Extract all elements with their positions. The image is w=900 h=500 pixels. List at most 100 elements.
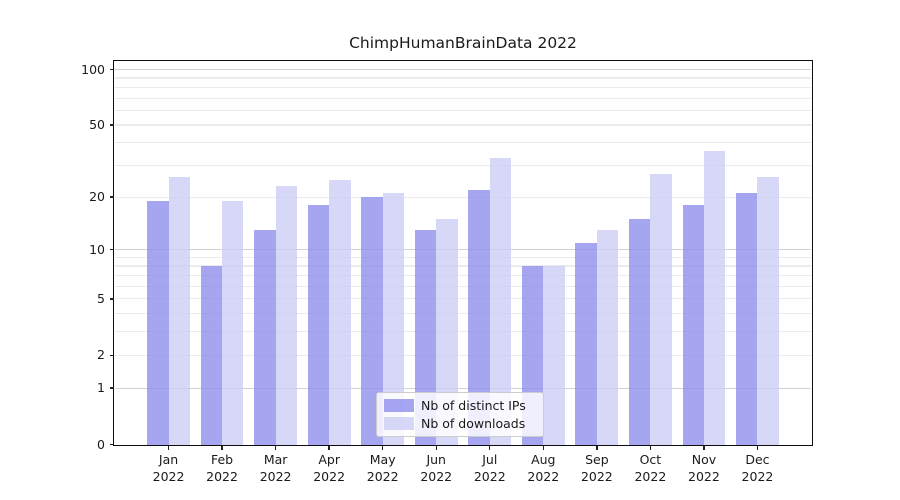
x-tick-mark	[381, 446, 384, 450]
legend-swatch-distinct-ips	[384, 399, 414, 412]
y-tick-label: 5	[97, 290, 105, 306]
y-tick-label: 2	[97, 347, 105, 363]
x-tick-label-nov: Nov 2022	[669, 452, 739, 485]
bar-downloads-may	[382, 193, 405, 445]
minor-gridline	[115, 313, 811, 315]
x-tick-mark	[596, 446, 598, 450]
bar-distinct-ips-jul	[468, 189, 490, 445]
y-tick-label: 0	[97, 436, 105, 452]
x-tick-year: 2022	[313, 468, 346, 484]
x-tick-mark	[489, 446, 491, 450]
x-tick-label-apr: Apr 2022	[294, 452, 364, 485]
minor-gridline	[115, 285, 811, 287]
legend-label-downloads: Nb of downloads	[421, 416, 526, 431]
x-tick-mark	[435, 446, 437, 450]
bar-distinct-ips-nov	[682, 205, 704, 445]
minor-gridline	[115, 265, 811, 267]
bar-distinct-ips-jan	[147, 201, 169, 445]
bar-distinct-ips-sep	[575, 242, 597, 445]
bar-distinct-ips-apr	[307, 205, 330, 445]
y-tick-mark	[110, 196, 114, 198]
bar-distinct-ips-may	[361, 197, 383, 445]
x-tick-label-mar: Mar 2022	[241, 452, 311, 485]
x-tick-month: Mar	[263, 452, 288, 467]
legend-label-distinct-ips: Nb of distinct IPs	[421, 398, 526, 413]
major-gridline	[115, 68, 811, 71]
x-tick-year: 2022	[259, 468, 292, 484]
bar-distinct-ips-jun	[414, 230, 437, 445]
y-tick-mark	[110, 354, 114, 356]
x-tick-mark	[756, 446, 759, 450]
x-tick-month: May	[369, 452, 396, 467]
x-tick-mark	[221, 446, 223, 450]
bar-downloads-apr	[329, 179, 351, 445]
x-tick-year: 2022	[152, 468, 185, 484]
x-tick-year: 2022	[206, 468, 238, 484]
bar-downloads-oct	[650, 173, 672, 445]
legend-swatch-downloads	[384, 417, 414, 430]
x-tick-year: 2022	[580, 468, 613, 484]
x-tick-month: Apr	[318, 452, 340, 467]
legend-item-downloads: Nb of downloads	[384, 416, 536, 431]
bar-downloads-sep	[596, 230, 619, 445]
minor-gridline	[115, 354, 811, 356]
x-tick-label-jan: Jan 2022	[134, 452, 204, 485]
x-tick-month: Sep	[585, 452, 609, 467]
x-tick-label-jul: Jul 2022	[455, 452, 525, 485]
x-tick-label-sep: Sep 2022	[562, 452, 632, 485]
minor-gridline	[115, 142, 811, 144]
x-tick-month: Oct	[639, 452, 662, 467]
bar-downloads-feb	[222, 201, 244, 445]
y-tick-label: 10	[89, 241, 105, 257]
y-tick-label: 100	[81, 61, 105, 77]
chart-title: ChimpHumanBrainData 2022	[349, 34, 577, 52]
y-tick-mark	[110, 124, 114, 126]
minor-gridline	[115, 109, 811, 112]
minor-gridline	[115, 97, 811, 99]
x-tick-label-oct: Oct 2022	[615, 452, 685, 485]
bar-downloads-jun	[436, 219, 458, 445]
x-tick-mark	[274, 446, 277, 450]
minor-gridline	[115, 298, 811, 300]
y-tick-label: 50	[89, 117, 105, 133]
minor-gridline	[115, 274, 811, 277]
bar-distinct-ips-oct	[628, 219, 651, 445]
bar-downloads-jan	[168, 176, 190, 445]
x-tick-year: 2022	[527, 468, 560, 484]
bar-downloads-mar	[275, 186, 298, 445]
y-tick-mark	[110, 443, 114, 446]
x-tick-mark	[703, 446, 705, 450]
bar-distinct-ips-dec	[736, 193, 758, 445]
y-tick-mark	[110, 298, 114, 300]
minor-gridline	[115, 196, 811, 198]
x-tick-year: 2022	[688, 468, 720, 484]
x-tick-year: 2022	[420, 468, 453, 484]
bar-downloads-jul	[489, 157, 512, 445]
x-tick-month: Jun	[426, 452, 446, 467]
y-tick-mark	[110, 68, 114, 71]
x-tick-year: 2022	[741, 468, 774, 484]
x-tick-month: Jul	[482, 452, 498, 467]
minor-gridline	[115, 77, 811, 79]
minor-gridline	[115, 86, 811, 88]
x-tick-label-feb: Feb 2022	[187, 452, 257, 485]
x-tick-mark	[542, 446, 544, 450]
minor-gridline	[115, 256, 811, 258]
legend: Nb of distinct IPs Nb of downloads	[376, 392, 544, 437]
minor-gridline	[115, 331, 811, 333]
y-tick-label: 1	[97, 380, 105, 396]
minor-gridline	[115, 124, 811, 126]
x-tick-mark	[167, 446, 170, 450]
bar-downloads-aug	[543, 265, 565, 445]
bar-downloads-dec	[757, 176, 779, 445]
x-tick-year: 2022	[473, 468, 506, 484]
x-tick-label-jun: Jun 2022	[401, 452, 471, 485]
major-gridline	[115, 249, 811, 251]
y-tick-label: 20	[89, 189, 105, 205]
bar-downloads-nov	[703, 151, 726, 445]
x-tick-month: Dec	[745, 452, 770, 467]
x-tick-label-aug: Aug 2022	[508, 452, 578, 485]
bar-distinct-ips-mar	[254, 230, 276, 445]
y-tick-mark	[110, 248, 114, 251]
